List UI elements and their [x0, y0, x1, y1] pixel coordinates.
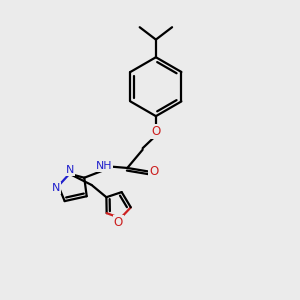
- Text: N: N: [66, 165, 74, 175]
- Text: NH: NH: [96, 161, 112, 172]
- Text: N: N: [52, 183, 60, 193]
- Text: O: O: [113, 216, 123, 229]
- Text: O: O: [151, 125, 160, 138]
- Text: O: O: [149, 165, 158, 178]
